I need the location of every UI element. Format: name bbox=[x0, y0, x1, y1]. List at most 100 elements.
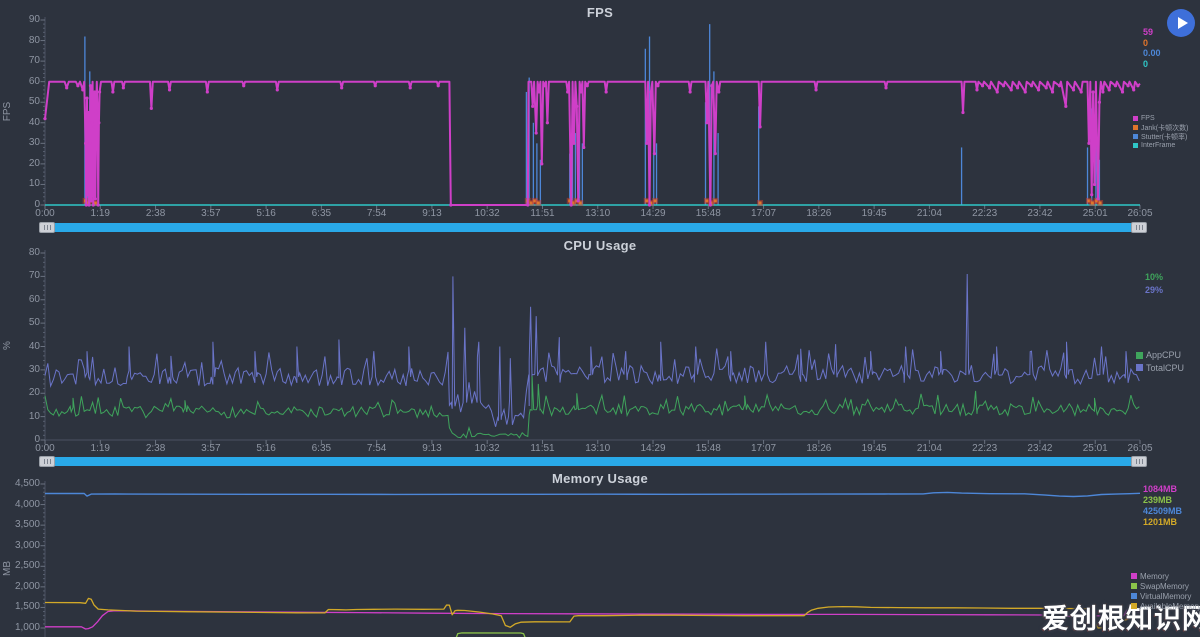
cpu-x-tick-label: 23:42 bbox=[1027, 443, 1053, 454]
fps-x-tick-label: 3:57 bbox=[201, 208, 221, 219]
fps-x-tick-label: 19:45 bbox=[861, 208, 887, 219]
fps-y-tick-label: 50 bbox=[28, 96, 40, 108]
cpu-y-tick-label: 0 bbox=[34, 434, 40, 445]
fps-x-tick-label: 11:51 bbox=[530, 208, 555, 219]
memory-readout-value: 1084MB bbox=[1143, 484, 1178, 494]
memory-legend: Memory SwapMemory VirtualMemory AvailableMe… bbox=[1131, 571, 1200, 611]
fps-x-tick-label: 21:04 bbox=[916, 208, 942, 219]
fps-x-tick-label: 10:32 bbox=[474, 208, 500, 219]
memory-y-tick-label: 3,000 bbox=[14, 539, 40, 551]
fps-series-Stutter bbox=[84, 24, 1101, 205]
cpu-x-tick-label: 13:10 bbox=[585, 443, 611, 454]
cpu-y-tick-label: 10 bbox=[28, 410, 40, 422]
memory-axes bbox=[40, 481, 46, 637]
fps-scrollbar-right-handle[interactable] bbox=[1131, 222, 1147, 233]
fps-scrollbar-track[interactable] bbox=[54, 223, 1132, 232]
fps-legend-item[interactable]: Jank(卡顿次数) bbox=[1133, 123, 1188, 132]
fps-scrollbar-left-handle[interactable] bbox=[39, 222, 55, 233]
fps-legend-item[interactable]: InterFrame bbox=[1133, 141, 1188, 150]
cpu-time-scrollbar[interactable] bbox=[39, 456, 1147, 467]
legend-color-swatch bbox=[1133, 125, 1138, 130]
legend-label: TotalCPU bbox=[1146, 362, 1185, 373]
cpu-legend-item[interactable]: TotalCPU bbox=[1136, 362, 1184, 375]
legend-label: Jank(卡顿次数) bbox=[1141, 124, 1189, 132]
cpu-x-tick-label: 26:05 bbox=[1127, 443, 1153, 454]
cpu-x-tick-label: 21:04 bbox=[916, 443, 942, 454]
play-button[interactable] bbox=[1167, 9, 1195, 37]
fps-y-tick-label: 30 bbox=[28, 137, 40, 149]
memory-y-tick-label: 2,000 bbox=[14, 580, 40, 592]
memory-series-VirtualMemory bbox=[45, 491, 1141, 498]
fps-x-tick-label: 26:05 bbox=[1127, 208, 1153, 219]
fps-legend-item[interactable]: FPS bbox=[1133, 114, 1188, 123]
fps-y-tick-label: 70 bbox=[28, 55, 40, 67]
memory-series-Memory bbox=[45, 609, 1141, 630]
cpu-series-TotalCPU bbox=[44, 273, 1140, 427]
memory-legend-item[interactable]: SwapMemory bbox=[1131, 581, 1200, 591]
cpu-x-tick-label: 7:54 bbox=[366, 443, 387, 454]
memory-series-AvailableMemory bbox=[44, 597, 1141, 629]
memory-y-tick-label: 1,500 bbox=[14, 601, 40, 613]
cpu-y-tick-label: 40 bbox=[28, 340, 40, 352]
cpu-x-tick-label: 17:07 bbox=[751, 443, 777, 454]
watermark: 爱创根知识网 bbox=[1042, 604, 1200, 634]
legend-label: Stutter(卡顿率) bbox=[1141, 133, 1188, 141]
legend-color-swatch bbox=[1131, 583, 1137, 589]
cpu-x-tick-label: 0:00 bbox=[35, 443, 55, 454]
cpu-scrollbar-track[interactable] bbox=[54, 457, 1132, 466]
cpu-y-tick-label: 50 bbox=[28, 317, 40, 329]
legend-color-swatch bbox=[1131, 603, 1137, 609]
cpu-x-tick-label: 11:51 bbox=[530, 443, 555, 454]
fps-readout-value: 0.00 bbox=[1143, 48, 1161, 58]
fps-x-tick-label: 22:23 bbox=[972, 208, 998, 219]
memory-y-tick-label: 1,000 bbox=[14, 622, 40, 633]
cpu-x-tick-label: 10:32 bbox=[474, 443, 500, 454]
cpu-scrollbar-right-handle[interactable] bbox=[1131, 456, 1147, 467]
memory-legend-item[interactable]: AvailableMemory bbox=[1131, 601, 1200, 611]
memory-y-tick-label: 3,500 bbox=[14, 519, 40, 531]
fps-axes bbox=[40, 17, 1141, 209]
cpu-legend-item[interactable]: AppCPU bbox=[1136, 349, 1184, 362]
memory-chart-title: Memory Usage bbox=[551, 471, 649, 486]
legend-color-swatch bbox=[1136, 364, 1143, 372]
fps-x-tick-label: 17:07 bbox=[751, 208, 777, 219]
cpu-y-tick-label: 20 bbox=[28, 387, 40, 399]
cpu-y-tick-label: 60 bbox=[28, 293, 40, 305]
legend-color-swatch bbox=[1133, 134, 1138, 139]
cpu-x-tick-label: 2:38 bbox=[145, 443, 166, 454]
fps-series-FPS bbox=[43, 80, 1141, 207]
memory-y-tick-label: 4,500 bbox=[14, 478, 40, 489]
legend-label: InterFrame bbox=[1141, 142, 1176, 149]
fps-x-tick-label: 14:29 bbox=[640, 208, 666, 219]
cpu-x-tick-label: 1:19 bbox=[90, 443, 110, 454]
memory-readout-value: 239MB bbox=[1143, 495, 1173, 505]
fps-y-tick-label: 20 bbox=[28, 157, 40, 169]
fps-time-scrollbar[interactable] bbox=[39, 222, 1147, 233]
cpu-x-tick-label: 18:26 bbox=[806, 443, 832, 454]
fps-readout-value: 0 bbox=[1143, 37, 1149, 48]
cpu-x-tick-label: 5:16 bbox=[256, 443, 276, 454]
fps-y-tick-label: 60 bbox=[28, 75, 40, 87]
cpu-scrollbar-left-handle[interactable] bbox=[39, 456, 55, 467]
fps-legend-item[interactable]: Stutter(卡顿率) bbox=[1133, 132, 1188, 141]
cpu-readout-value: 10% bbox=[1145, 272, 1164, 282]
legend-label: VirtualMemory bbox=[1140, 591, 1192, 601]
legend-color-swatch bbox=[1133, 116, 1138, 121]
memory-y-tick-label: 2,500 bbox=[14, 560, 40, 572]
fps-x-tick-label: 2:38 bbox=[145, 208, 166, 219]
cpu-x-tick-label: 14:29 bbox=[640, 443, 666, 454]
cpu-x-tick-label: 3:57 bbox=[201, 443, 221, 454]
cpu-current-values: 10% 29% bbox=[1145, 271, 1163, 297]
memory-legend-item[interactable]: Memory bbox=[1131, 571, 1200, 581]
cpu-chart-title: CPU Usage bbox=[563, 238, 637, 253]
legend-color-swatch bbox=[1131, 593, 1137, 599]
fps-x-tick-label: 13:10 bbox=[585, 208, 611, 219]
legend-label: SwapMemory bbox=[1140, 581, 1189, 591]
memory-legend-item[interactable]: VirtualMemory bbox=[1131, 591, 1200, 601]
cpu-x-tick-label: 19:45 bbox=[861, 443, 887, 454]
fps-x-tick-label: 15:48 bbox=[695, 208, 721, 219]
fps-readout-value: 0 bbox=[1143, 58, 1149, 69]
memory-series-SwapMemory bbox=[455, 632, 526, 637]
